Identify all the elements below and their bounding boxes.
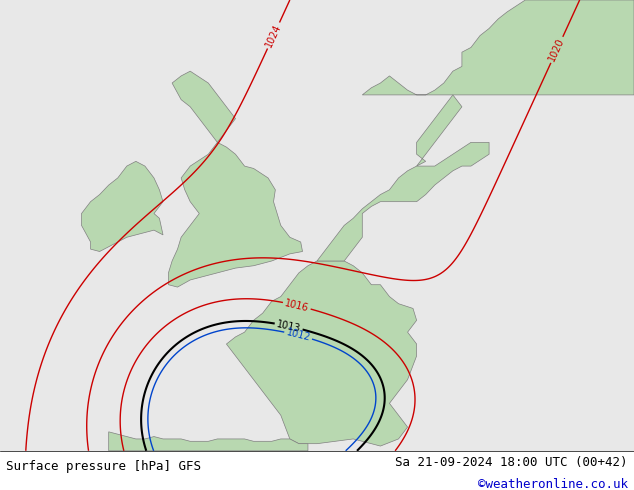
Polygon shape — [362, 0, 634, 95]
Polygon shape — [108, 432, 308, 451]
Polygon shape — [169, 71, 302, 287]
Text: ©weatheronline.co.uk: ©weatheronline.co.uk — [477, 478, 628, 490]
Text: Surface pressure [hPa] GFS: Surface pressure [hPa] GFS — [6, 460, 202, 473]
Text: 1012: 1012 — [285, 327, 311, 343]
Polygon shape — [317, 143, 489, 261]
Text: 1020: 1020 — [547, 37, 567, 63]
Polygon shape — [226, 261, 417, 446]
Text: 1024: 1024 — [264, 22, 283, 49]
Text: Sa 21-09-2024 18:00 UTC (00+42): Sa 21-09-2024 18:00 UTC (00+42) — [395, 456, 628, 469]
Text: 1016: 1016 — [284, 298, 310, 313]
Polygon shape — [82, 161, 163, 251]
Text: 1013: 1013 — [276, 318, 302, 334]
Polygon shape — [417, 95, 462, 166]
